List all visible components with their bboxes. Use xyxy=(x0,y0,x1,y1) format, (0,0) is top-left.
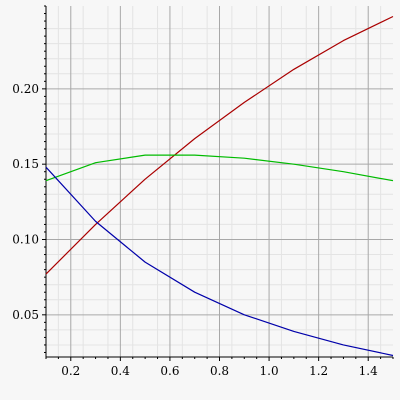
y-tick-label: 0.20 xyxy=(12,82,39,96)
series-layer xyxy=(45,15,394,357)
y-tick-label: 0.10 xyxy=(12,232,39,246)
axes xyxy=(42,5,394,361)
x-tick-label: 0.4 xyxy=(111,364,130,378)
x-tick-label: 0.6 xyxy=(160,364,179,378)
series-line-3 xyxy=(45,166,394,357)
series-line-2 xyxy=(45,154,394,182)
x-tick-label: 0.2 xyxy=(61,364,80,378)
x-tick-label: 1.4 xyxy=(359,364,378,378)
x-tick-label: 1.0 xyxy=(260,364,279,378)
series-line-1 xyxy=(45,15,394,275)
y-tick-label: 0.05 xyxy=(12,308,39,322)
y-tick-label: 0.15 xyxy=(12,157,39,171)
major-grid xyxy=(46,6,393,357)
tick-labels: 0.2 0.4 0.6 0.8 1.0 1.2 1.4 0.05 0.10 0.15 0.20 xyxy=(12,82,378,378)
x-tick-label: 1.2 xyxy=(309,364,328,378)
x-tick-label: 0.8 xyxy=(210,364,229,378)
